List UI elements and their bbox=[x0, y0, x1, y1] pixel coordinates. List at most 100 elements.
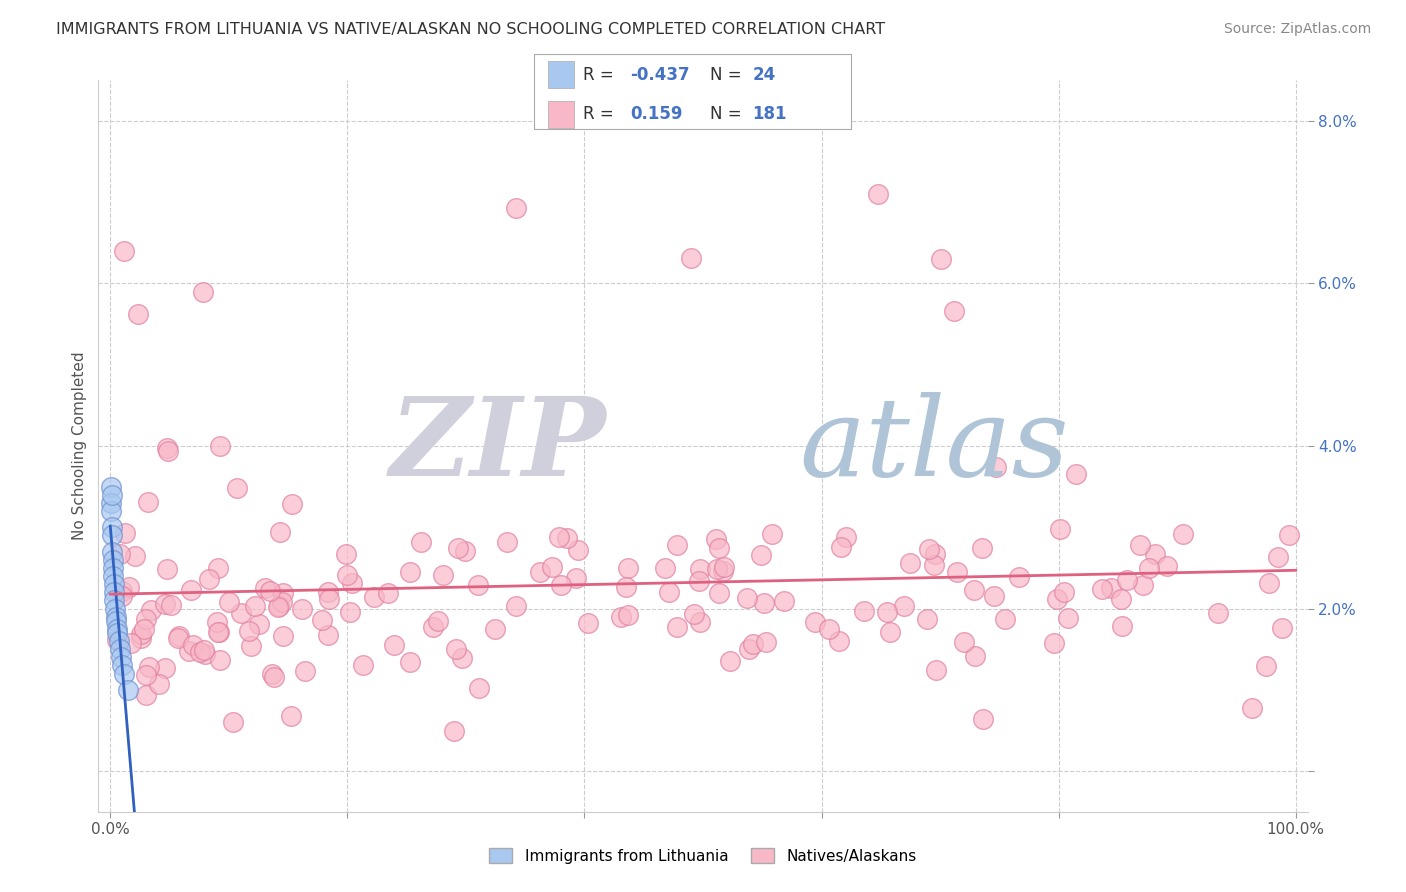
Point bbox=[271, 595, 294, 609]
Point bbox=[108, 547, 131, 561]
Point bbox=[898, 556, 921, 570]
Point bbox=[105, 614, 128, 628]
Point bbox=[755, 635, 778, 649]
Point bbox=[713, 560, 735, 574]
Point bbox=[550, 578, 572, 592]
Text: 24: 24 bbox=[752, 66, 776, 84]
Point bbox=[1257, 576, 1279, 591]
Text: R =: R = bbox=[583, 105, 620, 123]
Point bbox=[818, 622, 841, 636]
Point bbox=[340, 576, 363, 591]
Point bbox=[1271, 621, 1294, 635]
Point bbox=[1064, 467, 1087, 482]
Point bbox=[1091, 582, 1114, 596]
Point bbox=[737, 641, 759, 656]
Point bbox=[209, 652, 232, 666]
Point bbox=[540, 560, 562, 574]
Point bbox=[925, 663, 948, 677]
Point bbox=[555, 532, 578, 546]
Point bbox=[103, 569, 125, 583]
Point bbox=[444, 642, 467, 657]
Point bbox=[1042, 636, 1064, 650]
Point bbox=[893, 599, 915, 613]
Point bbox=[139, 603, 162, 617]
Point bbox=[104, 609, 127, 624]
Point bbox=[468, 681, 491, 695]
Point bbox=[226, 481, 249, 495]
Text: IMMIGRANTS FROM LITHUANIA VS NATIVE/ALASKAN NO SCHOOLING COMPLETED CORRELATION C: IMMIGRANTS FROM LITHUANIA VS NATIVE/ALAS… bbox=[56, 22, 886, 37]
Point bbox=[177, 644, 200, 658]
Point bbox=[207, 625, 229, 640]
Point bbox=[426, 614, 449, 628]
Point bbox=[107, 634, 129, 648]
Point bbox=[135, 688, 157, 702]
Point bbox=[689, 615, 711, 630]
Point bbox=[742, 636, 765, 650]
Point bbox=[803, 615, 825, 629]
Point bbox=[231, 606, 253, 620]
Point bbox=[166, 631, 188, 645]
Point bbox=[291, 602, 314, 616]
Point bbox=[101, 488, 124, 502]
Y-axis label: No Schooling Completed: No Schooling Completed bbox=[72, 351, 87, 541]
Point bbox=[609, 610, 631, 624]
Point bbox=[963, 648, 986, 663]
Point bbox=[311, 613, 333, 627]
Point bbox=[103, 585, 125, 599]
Point bbox=[198, 572, 221, 586]
Text: N =: N = bbox=[710, 105, 747, 123]
Point bbox=[132, 622, 155, 636]
Point bbox=[107, 632, 129, 647]
Point bbox=[915, 612, 938, 626]
Point bbox=[399, 655, 422, 669]
Point bbox=[207, 624, 229, 639]
Point bbox=[616, 561, 638, 575]
Point bbox=[127, 307, 149, 321]
Point bbox=[377, 586, 399, 600]
Point bbox=[398, 565, 420, 579]
Point bbox=[529, 565, 551, 579]
Point bbox=[129, 627, 152, 641]
Point bbox=[294, 664, 316, 678]
Point bbox=[148, 676, 170, 690]
Point bbox=[1206, 607, 1229, 621]
Point bbox=[707, 541, 730, 555]
Point bbox=[104, 601, 127, 615]
Point bbox=[205, 615, 228, 629]
Point bbox=[193, 643, 215, 657]
Point bbox=[929, 252, 952, 266]
Point bbox=[567, 542, 589, 557]
Point bbox=[754, 596, 776, 610]
Point bbox=[114, 666, 136, 681]
Point bbox=[135, 667, 157, 681]
Point bbox=[101, 561, 124, 575]
Point bbox=[422, 619, 444, 633]
Point bbox=[773, 594, 796, 608]
Point bbox=[120, 636, 142, 650]
Point bbox=[207, 560, 229, 574]
Point bbox=[316, 628, 339, 642]
Point bbox=[432, 567, 454, 582]
Point bbox=[835, 530, 858, 544]
Point bbox=[953, 634, 976, 648]
Point bbox=[1278, 528, 1301, 542]
Point bbox=[1267, 549, 1289, 564]
Point bbox=[110, 650, 132, 665]
Point bbox=[339, 605, 361, 619]
Point bbox=[336, 567, 359, 582]
Point bbox=[188, 645, 211, 659]
Text: N =: N = bbox=[710, 66, 747, 84]
Point bbox=[134, 612, 156, 626]
Point bbox=[706, 562, 728, 576]
Point bbox=[253, 581, 276, 595]
Point bbox=[382, 638, 405, 652]
Point bbox=[654, 561, 676, 575]
Point bbox=[124, 549, 146, 563]
Point bbox=[159, 598, 181, 612]
Point bbox=[972, 712, 994, 726]
Point bbox=[281, 497, 304, 511]
Point bbox=[453, 544, 475, 558]
Point bbox=[853, 604, 876, 618]
Point bbox=[576, 615, 599, 630]
Point bbox=[101, 528, 124, 542]
